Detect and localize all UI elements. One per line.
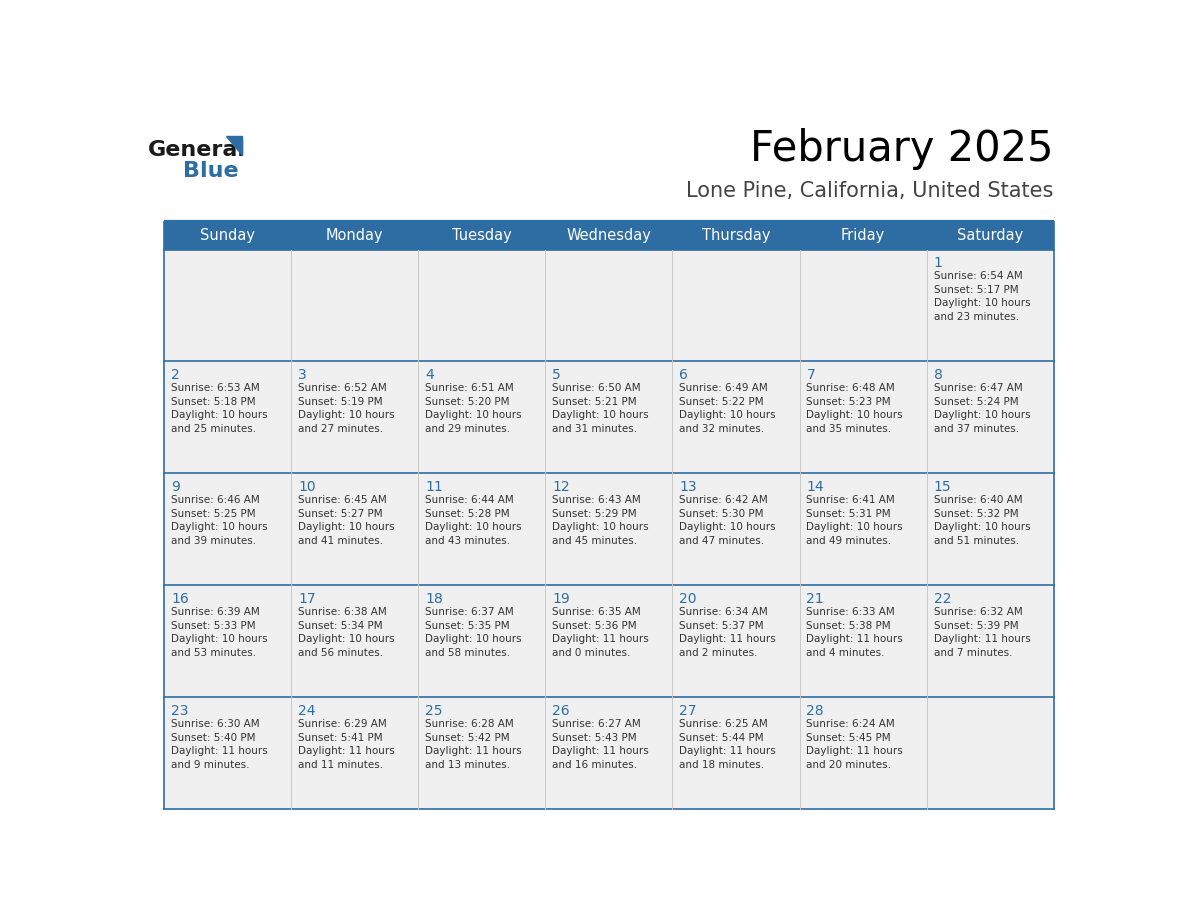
Text: Monday: Monday: [326, 229, 384, 243]
Text: 24: 24: [298, 704, 316, 718]
Text: 27: 27: [680, 704, 697, 718]
Text: 17: 17: [298, 592, 316, 606]
Text: Sunrise: 6:45 AM
Sunset: 5:27 PM
Daylight: 10 hours
and 41 minutes.: Sunrise: 6:45 AM Sunset: 5:27 PM Dayligh…: [298, 495, 394, 546]
Text: Sunrise: 6:38 AM
Sunset: 5:34 PM
Daylight: 10 hours
and 56 minutes.: Sunrise: 6:38 AM Sunset: 5:34 PM Dayligh…: [298, 607, 394, 658]
Text: 9: 9: [171, 480, 179, 495]
Text: 5: 5: [552, 368, 561, 383]
Bar: [164, 698, 1054, 810]
Text: 19: 19: [552, 592, 570, 606]
Text: 7: 7: [807, 368, 815, 383]
Text: Sunrise: 6:35 AM
Sunset: 5:36 PM
Daylight: 11 hours
and 0 minutes.: Sunrise: 6:35 AM Sunset: 5:36 PM Dayligh…: [552, 607, 649, 658]
Text: Sunrise: 6:49 AM
Sunset: 5:22 PM
Daylight: 10 hours
and 32 minutes.: Sunrise: 6:49 AM Sunset: 5:22 PM Dayligh…: [680, 383, 776, 434]
Text: 25: 25: [425, 704, 443, 718]
Text: Thursday: Thursday: [702, 229, 770, 243]
Text: Lone Pine, California, United States: Lone Pine, California, United States: [687, 181, 1054, 201]
Text: 20: 20: [680, 592, 697, 606]
Text: Blue: Blue: [183, 161, 239, 181]
Text: 6: 6: [680, 368, 688, 383]
Text: Sunrise: 6:24 AM
Sunset: 5:45 PM
Daylight: 11 hours
and 20 minutes.: Sunrise: 6:24 AM Sunset: 5:45 PM Dayligh…: [807, 719, 903, 769]
Text: Sunrise: 6:51 AM
Sunset: 5:20 PM
Daylight: 10 hours
and 29 minutes.: Sunrise: 6:51 AM Sunset: 5:20 PM Dayligh…: [425, 383, 522, 434]
Text: Sunday: Sunday: [200, 229, 255, 243]
Text: 21: 21: [807, 592, 824, 606]
Text: 26: 26: [552, 704, 570, 718]
Text: Sunrise: 6:33 AM
Sunset: 5:38 PM
Daylight: 11 hours
and 4 minutes.: Sunrise: 6:33 AM Sunset: 5:38 PM Dayligh…: [807, 607, 903, 658]
Polygon shape: [226, 136, 241, 155]
Text: Sunrise: 6:34 AM
Sunset: 5:37 PM
Daylight: 11 hours
and 2 minutes.: Sunrise: 6:34 AM Sunset: 5:37 PM Dayligh…: [680, 607, 776, 658]
Bar: [164, 474, 1054, 586]
Text: Tuesday: Tuesday: [451, 229, 512, 243]
Text: Sunrise: 6:30 AM
Sunset: 5:40 PM
Daylight: 11 hours
and 9 minutes.: Sunrise: 6:30 AM Sunset: 5:40 PM Dayligh…: [171, 719, 267, 769]
Text: Sunrise: 6:28 AM
Sunset: 5:42 PM
Daylight: 11 hours
and 13 minutes.: Sunrise: 6:28 AM Sunset: 5:42 PM Dayligh…: [425, 719, 522, 769]
Text: Sunrise: 6:32 AM
Sunset: 5:39 PM
Daylight: 11 hours
and 7 minutes.: Sunrise: 6:32 AM Sunset: 5:39 PM Dayligh…: [934, 607, 1030, 658]
Text: Sunrise: 6:50 AM
Sunset: 5:21 PM
Daylight: 10 hours
and 31 minutes.: Sunrise: 6:50 AM Sunset: 5:21 PM Dayligh…: [552, 383, 649, 434]
Text: 15: 15: [934, 480, 952, 495]
Text: General: General: [147, 140, 246, 161]
Text: Sunrise: 6:52 AM
Sunset: 5:19 PM
Daylight: 10 hours
and 27 minutes.: Sunrise: 6:52 AM Sunset: 5:19 PM Dayligh…: [298, 383, 394, 434]
Text: Wednesday: Wednesday: [567, 229, 651, 243]
Text: 2: 2: [171, 368, 179, 383]
Text: Sunrise: 6:27 AM
Sunset: 5:43 PM
Daylight: 11 hours
and 16 minutes.: Sunrise: 6:27 AM Sunset: 5:43 PM Dayligh…: [552, 719, 649, 769]
Text: Friday: Friday: [841, 229, 885, 243]
Text: 22: 22: [934, 592, 952, 606]
Text: Sunrise: 6:48 AM
Sunset: 5:23 PM
Daylight: 10 hours
and 35 minutes.: Sunrise: 6:48 AM Sunset: 5:23 PM Dayligh…: [807, 383, 903, 434]
Text: Sunrise: 6:46 AM
Sunset: 5:25 PM
Daylight: 10 hours
and 39 minutes.: Sunrise: 6:46 AM Sunset: 5:25 PM Dayligh…: [171, 495, 267, 546]
Text: Sunrise: 6:40 AM
Sunset: 5:32 PM
Daylight: 10 hours
and 51 minutes.: Sunrise: 6:40 AM Sunset: 5:32 PM Dayligh…: [934, 495, 1030, 546]
Text: Sunrise: 6:39 AM
Sunset: 5:33 PM
Daylight: 10 hours
and 53 minutes.: Sunrise: 6:39 AM Sunset: 5:33 PM Dayligh…: [171, 607, 267, 658]
Bar: [164, 586, 1054, 698]
Text: Sunrise: 6:25 AM
Sunset: 5:44 PM
Daylight: 11 hours
and 18 minutes.: Sunrise: 6:25 AM Sunset: 5:44 PM Dayligh…: [680, 719, 776, 769]
Text: 13: 13: [680, 480, 697, 495]
Text: 16: 16: [171, 592, 189, 606]
Text: 28: 28: [807, 704, 824, 718]
Text: Sunrise: 6:44 AM
Sunset: 5:28 PM
Daylight: 10 hours
and 43 minutes.: Sunrise: 6:44 AM Sunset: 5:28 PM Dayligh…: [425, 495, 522, 546]
Text: Saturday: Saturday: [958, 229, 1023, 243]
Bar: [164, 222, 1054, 250]
Text: Sunrise: 6:41 AM
Sunset: 5:31 PM
Daylight: 10 hours
and 49 minutes.: Sunrise: 6:41 AM Sunset: 5:31 PM Dayligh…: [807, 495, 903, 546]
Text: 11: 11: [425, 480, 443, 495]
Text: Sunrise: 6:54 AM
Sunset: 5:17 PM
Daylight: 10 hours
and 23 minutes.: Sunrise: 6:54 AM Sunset: 5:17 PM Dayligh…: [934, 271, 1030, 322]
Text: Sunrise: 6:53 AM
Sunset: 5:18 PM
Daylight: 10 hours
and 25 minutes.: Sunrise: 6:53 AM Sunset: 5:18 PM Dayligh…: [171, 383, 267, 434]
Text: 1: 1: [934, 256, 942, 271]
Bar: [164, 362, 1054, 474]
Text: 3: 3: [298, 368, 307, 383]
Text: 18: 18: [425, 592, 443, 606]
Bar: [164, 250, 1054, 362]
Text: 14: 14: [807, 480, 824, 495]
Text: Sunrise: 6:42 AM
Sunset: 5:30 PM
Daylight: 10 hours
and 47 minutes.: Sunrise: 6:42 AM Sunset: 5:30 PM Dayligh…: [680, 495, 776, 546]
Text: Sunrise: 6:43 AM
Sunset: 5:29 PM
Daylight: 10 hours
and 45 minutes.: Sunrise: 6:43 AM Sunset: 5:29 PM Dayligh…: [552, 495, 649, 546]
Text: Sunrise: 6:37 AM
Sunset: 5:35 PM
Daylight: 10 hours
and 58 minutes.: Sunrise: 6:37 AM Sunset: 5:35 PM Dayligh…: [425, 607, 522, 658]
Text: Sunrise: 6:47 AM
Sunset: 5:24 PM
Daylight: 10 hours
and 37 minutes.: Sunrise: 6:47 AM Sunset: 5:24 PM Dayligh…: [934, 383, 1030, 434]
Text: 10: 10: [298, 480, 316, 495]
Text: Sunrise: 6:29 AM
Sunset: 5:41 PM
Daylight: 11 hours
and 11 minutes.: Sunrise: 6:29 AM Sunset: 5:41 PM Dayligh…: [298, 719, 394, 769]
Text: 8: 8: [934, 368, 942, 383]
Text: 12: 12: [552, 480, 570, 495]
Text: 4: 4: [425, 368, 434, 383]
Text: 23: 23: [171, 704, 189, 718]
Text: February 2025: February 2025: [750, 128, 1054, 170]
